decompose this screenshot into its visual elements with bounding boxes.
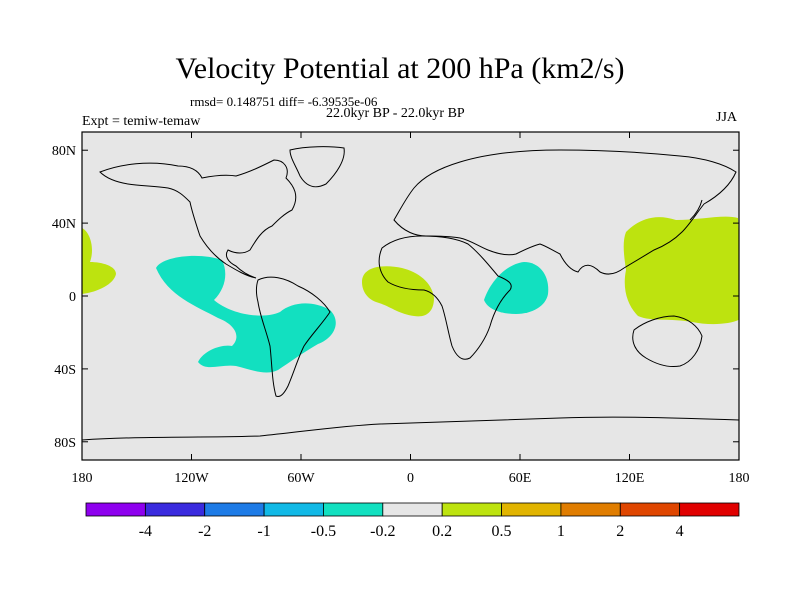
lat-tick-label: 40N: [52, 217, 76, 232]
lon-tick-label: 180: [729, 471, 750, 486]
north-america-coast: [99, 159, 297, 279]
colorbar-swatch: [501, 502, 562, 517]
south-america-coast: [256, 276, 331, 397]
lon-tick-label: 180: [72, 471, 93, 486]
colorbar-label: 0.2: [432, 523, 452, 540]
experiment-label: Expt = temiw-temaw: [82, 114, 201, 129]
colorbar-label: 1: [557, 523, 565, 540]
colorbar-swatch: [441, 502, 502, 517]
colorbar-swatch: [619, 502, 681, 517]
lon-tick-label: 0: [407, 471, 414, 486]
colorbar-label: 0.5: [492, 523, 512, 540]
colorbar-label: -1: [257, 523, 270, 540]
lon-tick-label: 60E: [509, 471, 532, 486]
lat-tick-label: 40S: [54, 363, 76, 378]
colorbar-swatch: [204, 502, 265, 517]
lat-tick-label: 0: [69, 290, 76, 305]
africa-coast: [378, 235, 512, 360]
coastlines: [82, 146, 739, 441]
colorbar-swatch: [85, 502, 146, 517]
stats-label: rmsd= 0.148751 diff= -6.39535e-06: [190, 94, 378, 109]
colorbar: -4 -2 -1 -0.5 -0.2 0.2 0.5 1 2 4: [85, 502, 740, 540]
season-label: JJA: [716, 110, 738, 125]
lat-tick-label: 80N: [52, 144, 76, 159]
lon-tick-label: 60W: [287, 471, 315, 486]
colorbar-label: 4: [676, 523, 684, 540]
australia-coast: [632, 315, 703, 367]
latitude-axis: 80N 40N 0 40S 80S: [52, 144, 739, 451]
colorbar-swatch: [560, 502, 621, 517]
region-arabian-sea-negative: [484, 262, 549, 314]
eurasia-coast: [393, 149, 737, 275]
region-west-pacific-positive: [623, 216, 739, 325]
longitude-axis: 180 120W 60W 0 60E 120E 180: [72, 132, 750, 486]
colorbar-swatch: [263, 502, 324, 517]
antarctica-coast: [82, 416, 739, 441]
region-west-africa-positive: [362, 266, 434, 317]
region-central-pacific-positive: [82, 228, 116, 294]
period-label: 22.0kyr BP - 22.0kyr BP: [326, 106, 465, 121]
lon-tick-label: 120W: [174, 471, 209, 486]
colorbar-swatch: [679, 502, 740, 517]
chart-title: Velocity Potential at 200 hPa (km2/s): [175, 52, 625, 85]
colorbar-label: -0.2: [370, 523, 395, 540]
colorbar-label: -2: [198, 523, 211, 540]
colorbar-label: 2: [616, 523, 624, 540]
colorbar-swatch: [144, 502, 206, 517]
colorbar-label: -4: [139, 523, 152, 540]
region-east-pacific-negative: [156, 255, 336, 373]
colorbar-label: -0.5: [311, 523, 336, 540]
greenland-coast: [289, 146, 345, 188]
lon-tick-label: 120E: [615, 471, 645, 486]
colorbar-swatch: [382, 502, 443, 517]
lat-tick-label: 80S: [54, 436, 76, 451]
japan-coast: [689, 199, 703, 221]
colorbar-swatch: [323, 502, 384, 517]
